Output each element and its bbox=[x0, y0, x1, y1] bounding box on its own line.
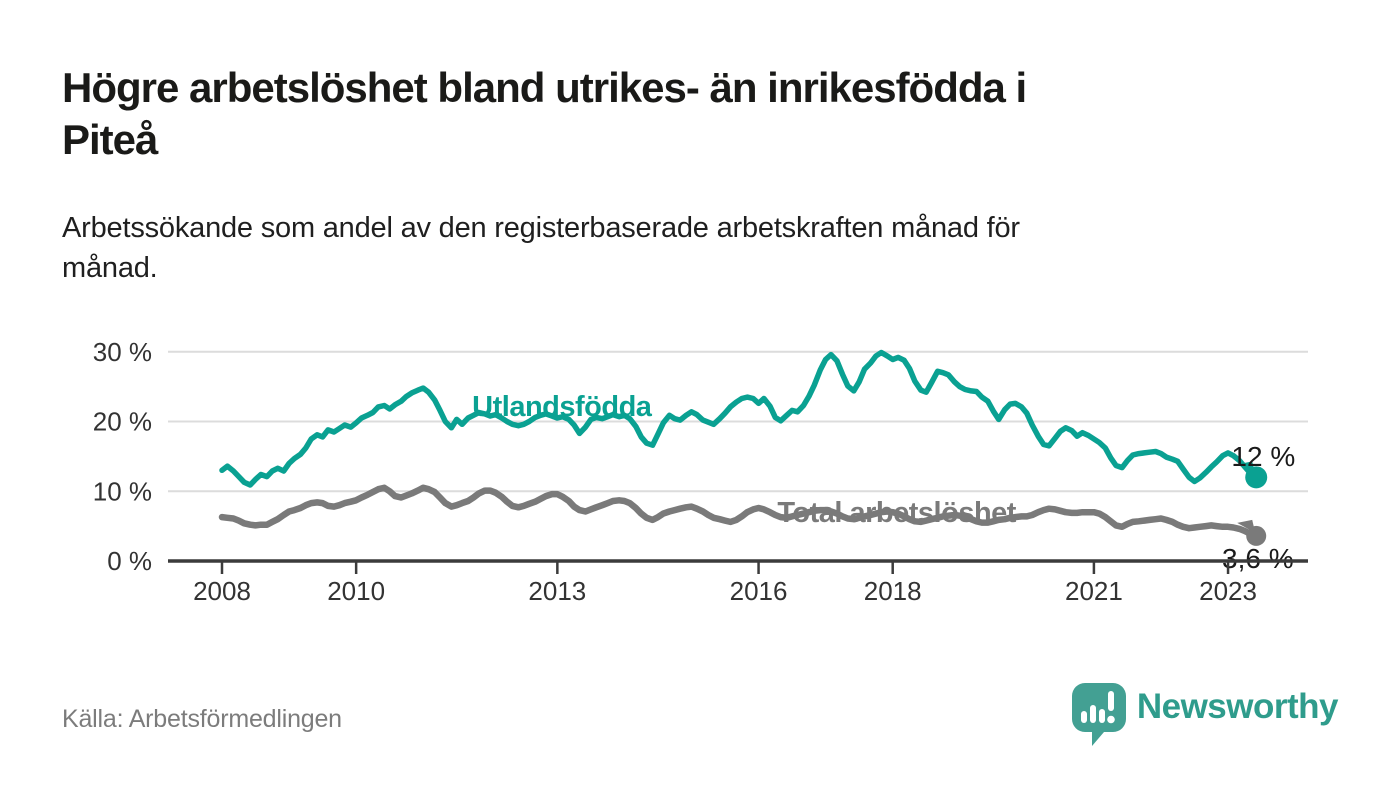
series-line-total-arbetsloshet bbox=[218, 484, 1260, 540]
series-label-total-arbetsloshet: Total arbetslöshet bbox=[777, 497, 1016, 529]
source-note: Källa: Arbetsförmedlingen bbox=[62, 705, 342, 733]
x-axis-label-2008: 2008 bbox=[193, 576, 251, 606]
series-end-dot-utlandsfodda bbox=[1245, 466, 1268, 489]
y-axis-label-30: 30 % bbox=[93, 337, 152, 367]
page-subtitle-line-1: Arbetssökande som andel av den registerb… bbox=[62, 212, 1020, 244]
x-axis-label-2021: 2021 bbox=[1065, 576, 1123, 606]
series-end-dot-total-arbetsloshet bbox=[1246, 525, 1267, 546]
newsworthy-brand: Newsworthy bbox=[1071, 682, 1339, 746]
x-axis-label-2013: 2013 bbox=[528, 576, 586, 606]
logo-barchart-glyph bbox=[1080, 691, 1115, 724]
newsworthy-wordmark: Newsworthy bbox=[1136, 687, 1339, 726]
y-axis-label-0: 0 % bbox=[107, 546, 152, 576]
end-value-label-12: 12 % bbox=[1231, 441, 1295, 472]
page-title-line-2: Piteå bbox=[62, 116, 158, 163]
x-axis-label-2016: 2016 bbox=[730, 576, 788, 606]
page-subtitle-line-2: månad. bbox=[62, 252, 158, 284]
end-value-label-3-6: 3,6 % bbox=[1222, 543, 1294, 574]
page-title-line-1: Högre arbetslöshet bland utrikes- än inr… bbox=[62, 64, 1027, 111]
page-title: Högre arbetslöshet bland utrikes- än inr… bbox=[62, 62, 1362, 166]
y-axis-label-20: 20 % bbox=[93, 407, 152, 437]
series-label-utlandsfodda: Utlandsfödda bbox=[472, 391, 653, 423]
x-axis-label-2010: 2010 bbox=[327, 576, 385, 606]
x-axis-label-2018: 2018 bbox=[864, 576, 922, 606]
newsworthy-logo-icon bbox=[1071, 683, 1126, 746]
x-axis-label-2023: 2023 bbox=[1199, 576, 1257, 606]
y-axis-label-10: 10 % bbox=[93, 476, 152, 506]
page-subtitle: Arbetssökande som andel av den registerb… bbox=[62, 208, 1282, 288]
series-line-utlandsfodda bbox=[219, 349, 1259, 488]
